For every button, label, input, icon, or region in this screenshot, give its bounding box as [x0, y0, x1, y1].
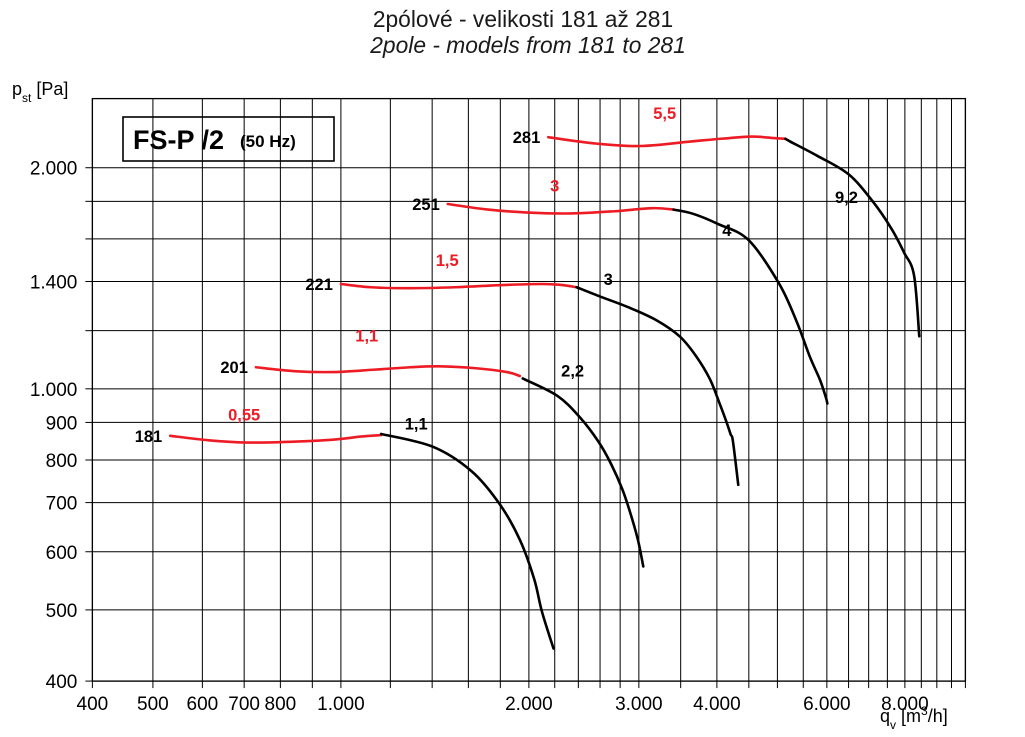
- svg-text:700: 700: [228, 694, 260, 715]
- svg-text:9,2: 9,2: [835, 189, 858, 207]
- svg-text:400: 400: [77, 694, 109, 715]
- svg-text:4: 4: [722, 222, 732, 240]
- svg-text:600: 600: [187, 694, 219, 715]
- svg-text:800: 800: [46, 451, 78, 472]
- svg-text:281: 281: [513, 129, 541, 147]
- svg-text:221: 221: [305, 276, 333, 294]
- svg-text:8.000: 8.000: [881, 694, 929, 715]
- svg-text:2.000: 2.000: [30, 159, 78, 180]
- svg-text:900: 900: [46, 413, 78, 434]
- svg-text:800: 800: [265, 694, 297, 715]
- svg-text:4.000: 4.000: [693, 694, 741, 715]
- svg-text:1.000: 1.000: [317, 694, 365, 715]
- svg-text:5,5: 5,5: [653, 105, 676, 123]
- svg-text:1,1: 1,1: [405, 416, 428, 434]
- svg-text:3.000: 3.000: [615, 694, 663, 715]
- svg-text:700: 700: [46, 494, 78, 515]
- svg-text:0,55: 0,55: [228, 407, 260, 425]
- svg-text:600: 600: [46, 543, 78, 564]
- svg-text:2.000: 2.000: [505, 694, 553, 715]
- svg-text:3: 3: [604, 271, 613, 289]
- svg-text:201: 201: [220, 359, 248, 377]
- svg-text:3: 3: [550, 178, 559, 196]
- svg-text:1,1: 1,1: [355, 327, 378, 345]
- svg-text:1.400: 1.400: [30, 273, 78, 294]
- svg-text:500: 500: [137, 694, 169, 715]
- svg-text:251: 251: [412, 196, 440, 214]
- svg-text:1,5: 1,5: [436, 252, 459, 270]
- svg-text:2,2: 2,2: [561, 362, 584, 380]
- svg-text:181: 181: [135, 428, 163, 446]
- svg-text:2pole - models from 181 to 281: 2pole - models from 181 to 281: [369, 32, 686, 58]
- svg-text:400: 400: [46, 672, 78, 693]
- svg-text:1.000: 1.000: [30, 380, 78, 401]
- svg-text:6.000: 6.000: [803, 694, 851, 715]
- svg-text:(50 Hz): (50 Hz): [240, 132, 296, 151]
- svg-text:FS-P /2: FS-P /2: [133, 125, 224, 155]
- svg-text:2pólové - velikosti 181 až 281: 2pólové - velikosti 181 až 281: [373, 6, 673, 32]
- svg-text:500: 500: [46, 601, 78, 622]
